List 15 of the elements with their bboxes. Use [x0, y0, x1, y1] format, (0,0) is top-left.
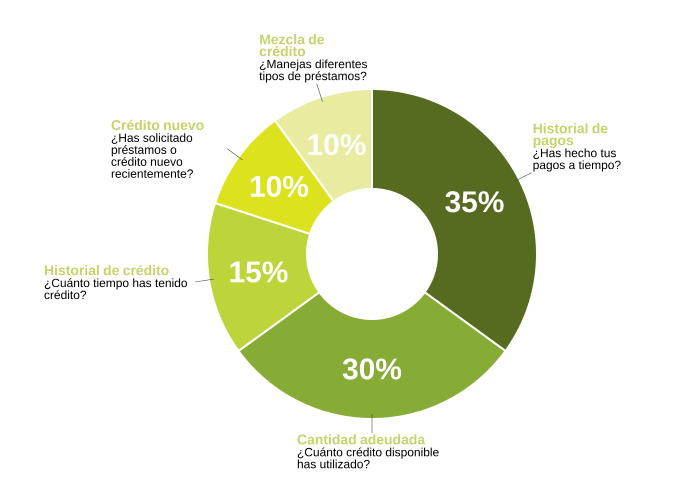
text: ¿Has hecho tus pagos a tiempo?: [533, 148, 621, 172]
slice-label: Cantidad adeudada: [298, 434, 426, 444]
text: ¿Has solicitado préstamos o crédito nuevo recientemente?: [111, 133, 193, 178]
data-label: 10%: [308, 134, 366, 156]
data-label: 35%: [445, 191, 504, 212]
text: ¿Cuánto tiempo has tenido crédito?: [44, 278, 188, 300]
data-label: 10%: [250, 176, 308, 197]
data-label: 15%: [230, 261, 288, 283]
slice-label: Crédito nuevo: [112, 120, 204, 130]
slice-label: Historial de crédito: [44, 264, 169, 276]
slice-label: Historial de pagos: [534, 123, 608, 148]
text: ¿Manejas diferentes tipos de préstamos?: [259, 59, 368, 83]
data-label: 30%: [342, 358, 402, 380]
slice-label: Mezcla de crédito: [260, 34, 324, 56]
text: ¿Cuánto crédito disponible has utilizado?: [298, 447, 439, 468]
